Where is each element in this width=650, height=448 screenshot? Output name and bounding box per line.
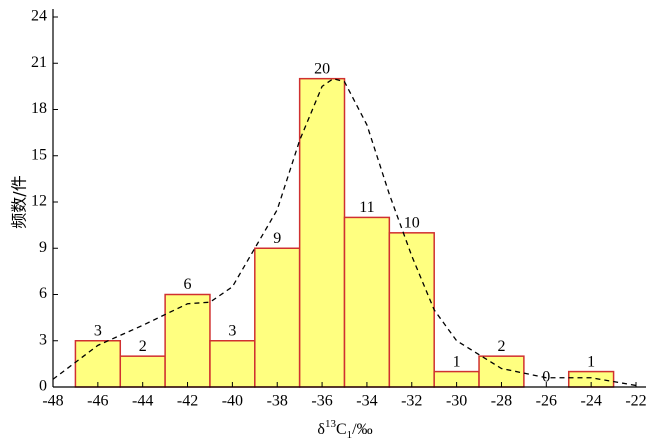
- x-tick-label: -32: [401, 393, 422, 410]
- y-tick-label: 0: [39, 378, 47, 395]
- x-tick-label: -36: [311, 393, 332, 410]
- x-tick-label: -40: [222, 393, 243, 410]
- data-label: 2: [497, 338, 505, 355]
- x-tick-label: -48: [42, 393, 63, 410]
- y-tick-label: 6: [39, 285, 47, 302]
- x-tick-label: -22: [625, 393, 646, 410]
- data-label: 2: [139, 338, 147, 355]
- bar: [343, 216, 391, 388]
- x-tick-label: -30: [446, 393, 467, 410]
- x-tick-label: -24: [580, 393, 601, 410]
- data-label: 3: [94, 322, 102, 339]
- y-tick-label: 15: [31, 146, 47, 163]
- bar: [74, 340, 122, 388]
- y-tick-label: 21: [31, 54, 47, 71]
- bar: [254, 247, 301, 388]
- data-label: 6: [184, 276, 192, 293]
- x-tick-label: -46: [87, 393, 108, 410]
- x-tick-label: -34: [356, 393, 377, 410]
- y-tick-label: 18: [31, 100, 47, 117]
- data-label: 11: [359, 199, 374, 216]
- data-label: 1: [587, 353, 595, 370]
- x-tick-label: -26: [536, 393, 557, 410]
- data-label: 3: [228, 322, 236, 339]
- x-tick-label: -44: [132, 393, 153, 410]
- data-label: 1: [453, 353, 461, 370]
- bar: [388, 232, 435, 388]
- y-axis-label: 频数/件: [10, 175, 29, 228]
- bar: [298, 77, 346, 388]
- data-label: 10: [404, 215, 420, 232]
- x-axis-label: δ13C1/‰: [317, 418, 372, 441]
- x-label-symbol: δ: [317, 421, 325, 438]
- data-label: 20: [314, 60, 330, 77]
- x-tick-label: -38: [267, 393, 288, 410]
- x-label-element: C: [336, 421, 347, 438]
- x-label-sup: 13: [325, 418, 337, 430]
- bar: [164, 293, 211, 388]
- x-label-sub: 1: [347, 429, 353, 441]
- x-label-unit: /‰: [352, 421, 372, 438]
- data-label: 0: [542, 369, 550, 386]
- density-curve: [52, 77, 637, 387]
- x-tick-label: -28: [491, 393, 512, 410]
- y-tick-label: 24: [31, 8, 47, 25]
- bar: [209, 340, 256, 388]
- y-tick-label: 9: [39, 239, 47, 256]
- data-label: 9: [273, 230, 281, 247]
- y-tick-label: 12: [31, 193, 47, 210]
- y-tick-label: 3: [39, 331, 47, 348]
- x-tick-label: -42: [177, 393, 198, 410]
